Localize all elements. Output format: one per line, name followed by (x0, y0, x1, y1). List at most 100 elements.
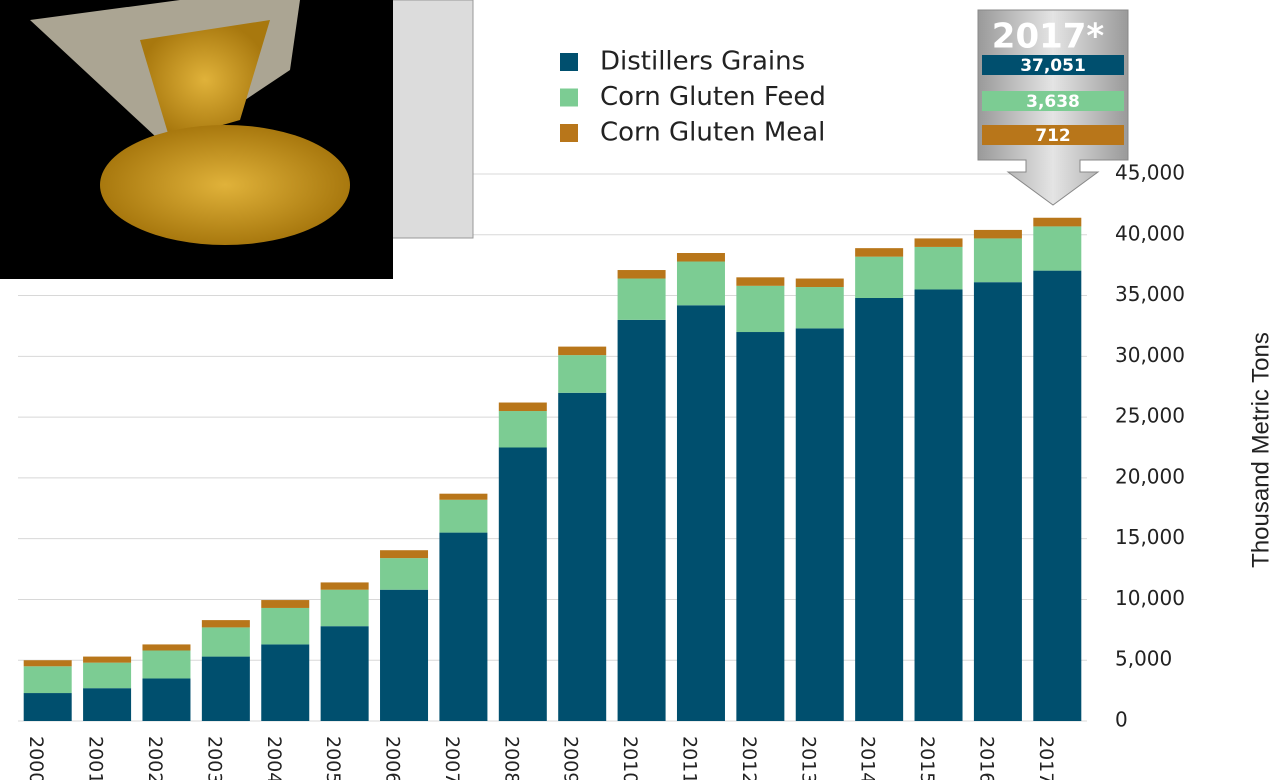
bar-segment (439, 499, 488, 533)
callout-value-label: 37,051 (1020, 56, 1086, 76)
bar-segment (676, 253, 725, 262)
y-tick-label: 10,000 (1115, 586, 1185, 610)
powder (140, 20, 270, 140)
x-tick-label: 2016 (975, 736, 997, 780)
bar-segment (676, 261, 725, 306)
y-tick-label: 40,000 (1115, 221, 1185, 245)
bar-segment (617, 270, 666, 279)
bar-segment (439, 493, 488, 500)
y-tick-label: 15,000 (1115, 525, 1185, 549)
bar-segment (320, 582, 369, 590)
bar-segment (736, 277, 785, 286)
legend-swatch (560, 88, 578, 107)
bar-segment (23, 660, 72, 667)
bar-segment (320, 589, 369, 627)
bar-segment (1033, 226, 1082, 271)
legend-swatch (560, 124, 578, 142)
bar-segment (795, 287, 844, 329)
bar-segment (558, 392, 607, 721)
bar-segment (83, 656, 132, 663)
bar-segment (1033, 217, 1082, 227)
x-tick-label: 2000 (25, 736, 47, 780)
y-tick-label: 45,000 (1115, 161, 1185, 185)
bar-segment (23, 693, 72, 721)
x-tick-label: 2007 (441, 736, 463, 780)
bar-segment (617, 319, 666, 721)
bar-segment (736, 285, 785, 333)
callout-swatch (982, 55, 1124, 75)
bar-segment (973, 238, 1022, 283)
callout-swatch (982, 125, 1124, 145)
bar-segment (83, 688, 132, 721)
bar-segment (855, 297, 904, 721)
y-axis-title: Thousand Metric Tons (1247, 332, 1274, 568)
legend-swatch (560, 53, 578, 71)
y-tick-label: 30,000 (1115, 343, 1185, 367)
x-tick-label: 2009 (560, 736, 582, 780)
y-tick-label: 5,000 (1115, 647, 1172, 671)
bar-segment (380, 558, 429, 590)
bar-segment (201, 627, 250, 657)
x-tick-label: 2008 (500, 736, 522, 780)
x-tick-label: 2010 (619, 736, 641, 780)
bar-segment (914, 238, 963, 247)
bar-segment (83, 662, 132, 689)
callout-value-label: 3,638 (1026, 92, 1080, 112)
bar-segment (380, 550, 429, 559)
bar-segment (855, 248, 904, 257)
bar-segment (617, 278, 666, 320)
bar-segment (261, 607, 310, 645)
bar-segment (439, 532, 488, 721)
legend-label: Corn Gluten Feed (600, 82, 826, 112)
bar-segment (380, 589, 429, 721)
bar-segment (1033, 270, 1082, 721)
x-tick-label: 2002 (144, 736, 166, 780)
bar-segment (23, 666, 72, 694)
x-tick-label: 2003 (203, 736, 225, 780)
powder-pile (100, 125, 350, 245)
callout-swatch (982, 91, 1124, 111)
bar-segment (142, 678, 191, 721)
bar-segment (795, 278, 844, 288)
y-tick-label: 35,000 (1115, 282, 1185, 306)
callout-title: 2017* (992, 17, 1105, 57)
x-tick-label: 2014 (857, 736, 879, 780)
legend-label: Corn Gluten Meal (600, 118, 825, 148)
x-tick-label: 2011 (678, 736, 700, 780)
bar-segment (914, 246, 963, 290)
bar-segment (261, 600, 310, 608)
x-tick-label: 2017 (1035, 736, 1057, 780)
bar-segment (558, 355, 607, 393)
bar-segment (973, 282, 1022, 721)
y-tick-label: 25,000 (1115, 404, 1185, 428)
y-tick-label: 20,000 (1115, 464, 1185, 488)
y-tick-label: 0 (1115, 708, 1128, 732)
x-tick-label: 2006 (382, 736, 404, 780)
x-tick-label: 2005 (322, 736, 344, 780)
bar-segment (201, 656, 250, 721)
bar-segment (676, 305, 725, 721)
legend-label: Distillers Grains (600, 47, 805, 77)
bar-segment (261, 644, 310, 721)
callout-value-label: 712 (1035, 126, 1071, 146)
x-tick-label: 2004 (263, 736, 285, 780)
x-tick-label: 2012 (738, 736, 760, 780)
bar-segment (498, 402, 547, 412)
x-tick-label: 2001 (85, 736, 107, 780)
bar-segment (142, 650, 191, 679)
bar-segment (320, 626, 369, 721)
bar-segment (142, 644, 191, 651)
bar-segment (498, 447, 547, 721)
bar-segment (914, 289, 963, 721)
bar-segment (736, 332, 785, 721)
bar-segment (558, 346, 607, 356)
bar-segment (973, 229, 1022, 239)
x-tick-label: 2013 (797, 736, 819, 780)
bar-segment (795, 328, 844, 721)
bar-segment (855, 256, 904, 298)
x-tick-label: 2015 (916, 736, 938, 780)
bar-segment (201, 620, 250, 628)
bar-segment (498, 411, 547, 448)
